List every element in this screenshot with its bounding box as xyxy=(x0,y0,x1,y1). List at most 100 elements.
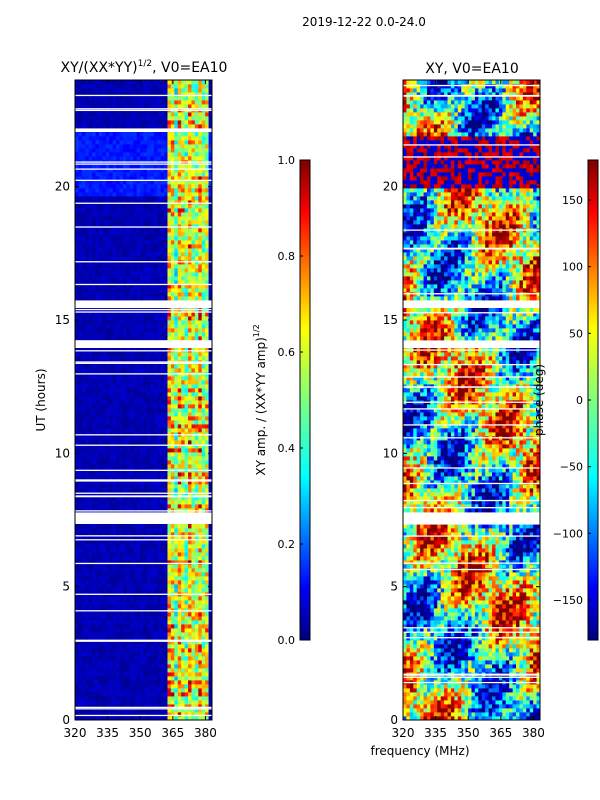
heatmap-cell xyxy=(194,640,199,645)
heatmap-cell xyxy=(85,312,90,317)
heatmap-cell xyxy=(116,496,120,501)
heatmap-cell xyxy=(109,488,114,493)
heatmap-cell xyxy=(181,508,185,513)
heatmap-cell xyxy=(98,556,103,561)
heatmap-cell xyxy=(146,312,151,317)
heatmap-cell xyxy=(146,232,151,237)
heatmap-cell xyxy=(136,552,141,557)
heatmap-cell xyxy=(174,436,179,441)
heatmap-cell xyxy=(78,296,83,301)
heatmap-cell xyxy=(181,644,185,649)
heatmap-cell xyxy=(194,320,199,325)
heatmap-cell xyxy=(126,476,131,481)
heatmap-cell xyxy=(119,296,124,301)
heatmap-cell xyxy=(198,716,203,721)
heatmap-cell xyxy=(98,620,103,625)
heatmap-cell xyxy=(184,708,189,713)
heatmap-cell xyxy=(85,556,90,561)
heatmap-cell xyxy=(140,248,144,253)
heatmap-cell xyxy=(194,316,199,321)
heatmap-cell xyxy=(201,564,206,569)
heatmap-cell xyxy=(75,604,79,609)
heatmap-cell xyxy=(126,444,131,449)
heatmap-cell xyxy=(81,492,86,497)
heatmap-cell xyxy=(92,280,96,285)
heatmap-cell xyxy=(157,464,162,469)
heatmap-cell xyxy=(153,492,158,497)
heatmap-cell xyxy=(126,604,131,609)
heatmap-cell xyxy=(153,508,158,513)
heatmap-cell xyxy=(85,476,90,481)
heatmap-cell xyxy=(78,424,83,429)
heatmap-cell xyxy=(184,328,189,333)
heatmap-cell xyxy=(191,244,196,249)
heatmap-cell xyxy=(98,572,103,577)
heatmap-cell xyxy=(208,352,213,357)
heatmap-cell xyxy=(78,524,83,529)
heatmap-cell xyxy=(143,576,148,581)
heatmap-cell xyxy=(78,716,83,721)
heatmap-cell xyxy=(133,220,138,225)
heatmap-cell xyxy=(153,200,158,205)
heatmap-cell xyxy=(133,216,138,221)
heatmap-cell xyxy=(92,588,96,593)
heatmap-cell xyxy=(136,464,141,469)
heatmap-cell xyxy=(205,352,209,357)
heatmap-cell xyxy=(116,716,120,721)
heatmap-cell xyxy=(126,220,131,225)
heatmap-cell xyxy=(102,208,107,213)
heatmap-cell xyxy=(160,684,165,689)
heatmap-cell xyxy=(122,636,127,641)
heatmap-cell xyxy=(81,660,86,665)
heatmap-cell xyxy=(153,656,158,661)
heatmap-cell xyxy=(92,660,96,665)
heatmap-cell xyxy=(133,660,138,665)
heatmap-cell xyxy=(85,464,90,469)
heatmap-cell xyxy=(160,628,165,633)
heatmap-cell xyxy=(88,564,93,569)
heatmap-cell xyxy=(85,192,90,197)
heatmap-cell xyxy=(177,216,182,221)
heatmap-cell xyxy=(205,712,209,717)
heatmap-cell xyxy=(157,396,162,401)
heatmap-cell xyxy=(98,352,103,357)
heatmap-cell xyxy=(92,556,96,561)
heatmap-cell xyxy=(167,440,172,445)
heatmap-cell xyxy=(184,484,189,489)
heatmap-cell xyxy=(126,264,131,269)
heatmap-cell xyxy=(112,400,117,405)
heatmap-cell xyxy=(181,428,185,433)
heatmap-cell xyxy=(109,636,114,641)
heatmap-cell xyxy=(164,232,168,237)
heatmap-cell xyxy=(208,504,213,509)
heatmap-cell xyxy=(126,452,131,457)
heatmap-cell xyxy=(85,692,90,697)
heatmap-cell xyxy=(119,276,124,281)
heatmap-cell xyxy=(181,404,185,409)
heatmap-cell xyxy=(136,396,141,401)
heatmap-cell xyxy=(170,192,175,197)
heatmap-cell xyxy=(181,448,185,453)
heatmap-cell xyxy=(146,604,151,609)
heatmap-cell xyxy=(112,404,117,409)
heatmap-cell xyxy=(119,496,124,501)
heatmap-cell xyxy=(129,492,134,497)
heatmap-cell xyxy=(126,288,131,293)
heatmap-cell xyxy=(126,236,131,241)
heatmap-cell xyxy=(75,336,79,341)
heatmap-cell xyxy=(95,440,100,445)
heatmap-cell xyxy=(81,252,86,257)
heatmap-cell xyxy=(109,280,114,285)
heatmap-cell xyxy=(119,628,124,633)
heatmap-cell xyxy=(112,576,117,581)
heatmap-cell xyxy=(208,248,213,253)
heatmap-cell xyxy=(170,284,175,289)
heatmap-cell xyxy=(205,456,209,461)
heatmap-cell xyxy=(174,572,179,577)
heatmap-cell xyxy=(146,208,151,213)
heatmap-cell xyxy=(136,420,141,425)
heatmap-cell xyxy=(112,508,117,513)
heatmap-cell xyxy=(198,556,203,561)
heatmap-cell xyxy=(157,656,162,661)
heatmap-cell xyxy=(81,416,86,421)
